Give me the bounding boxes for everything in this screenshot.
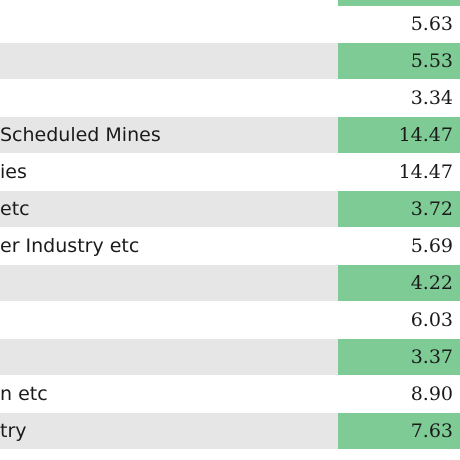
- row-value: 5.69: [338, 228, 460, 264]
- table-row: 4.22: [0, 265, 460, 302]
- table-row: ies 14.47: [0, 154, 460, 191]
- table-row: Scheduled Mines 14.47: [0, 117, 460, 154]
- table-row: etc 3.72: [0, 191, 460, 228]
- row-value: 14.47: [338, 154, 460, 190]
- table-row: 5.63: [0, 6, 460, 43]
- row-value: 14.47: [338, 117, 460, 153]
- table-row: try 7.63: [0, 413, 460, 450]
- row-value: 3.34: [338, 80, 460, 116]
- row-value: 5.53: [338, 43, 460, 79]
- row-label: try: [0, 420, 27, 442]
- row-value: 8.90: [338, 376, 460, 412]
- table-row: 3.37: [0, 339, 460, 376]
- row-label: er Industry etc: [0, 235, 140, 257]
- row-value: 6.03: [338, 302, 460, 338]
- row-label: Scheduled Mines: [0, 124, 161, 146]
- top-partial-value-cell: [338, 0, 460, 6]
- table-row: 3.34: [0, 80, 460, 117]
- row-value: 7.63: [338, 413, 460, 449]
- row-value: 3.37: [338, 339, 460, 375]
- table-row: 6.03: [0, 302, 460, 339]
- row-value: 5.63: [338, 6, 460, 42]
- row-label: ies: [0, 161, 27, 183]
- row-label: etc: [0, 198, 30, 220]
- table-row: 5.53: [0, 43, 460, 80]
- top-partial-row: [0, 0, 460, 6]
- row-value: 3.72: [338, 191, 460, 227]
- row-label: n etc: [0, 383, 48, 405]
- table-row: er Industry etc 5.69: [0, 228, 460, 265]
- table-row: n etc 8.90: [0, 376, 460, 413]
- row-value: 4.22: [338, 265, 460, 301]
